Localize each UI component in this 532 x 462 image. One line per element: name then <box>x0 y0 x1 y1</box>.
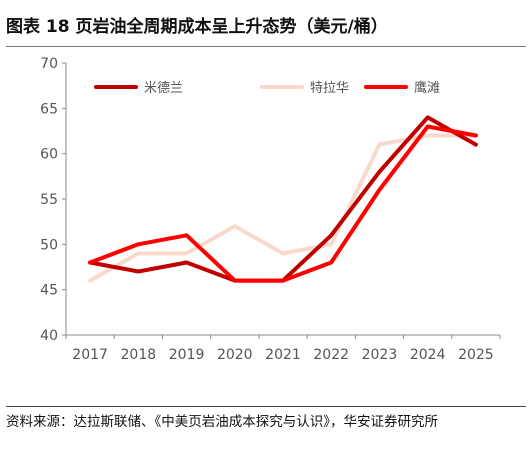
figure-source: 资料来源：达拉斯联储、《中美页岩油成本探究与认识》，华安证券研究所 <box>6 414 438 430</box>
y-tick-label: 65 <box>40 101 58 117</box>
figure-title: 图表 18 页岩油全周期成本呈上升态势（美元/桶） <box>6 17 388 37</box>
y-tick-label: 50 <box>40 237 58 253</box>
figure-header: 图表 18 页岩油全周期成本呈上升态势（美元/桶） <box>6 6 526 47</box>
footer-divider <box>6 406 526 407</box>
x-tick-label: 2024 <box>410 347 446 363</box>
x-tick-label: 2017 <box>72 347 108 363</box>
y-tick-label: 40 <box>40 328 58 344</box>
x-tick-label: 2018 <box>121 347 157 363</box>
line-chart: 40 45 50 55 60 65 70 2017 2018 2019 2020 2021 2022 20… <box>40 56 501 363</box>
x-tick-label: 2023 <box>362 347 398 363</box>
x-tick-label: 2025 <box>458 347 494 363</box>
x-tick-label: 2021 <box>265 347 301 363</box>
y-tick-label: 70 <box>40 56 58 72</box>
series-layer <box>88 115 478 283</box>
y-tick-label: 60 <box>40 147 58 163</box>
chart-legend: 米德兰 特拉华 鹰滩 <box>94 80 440 96</box>
legend-label: 特拉华 <box>310 81 349 96</box>
x-tick-label: 2019 <box>169 347 205 363</box>
y-tick-label: 45 <box>40 283 58 299</box>
series-line-2 <box>88 124 478 283</box>
x-tick-label: 2022 <box>313 347 349 363</box>
legend-label: 米德兰 <box>144 81 183 96</box>
x-tick-label: 2020 <box>217 347 253 363</box>
chart-axes: 40 45 50 55 60 65 70 2017 2018 2019 2020 2021 2022 20… <box>40 56 501 363</box>
legend-label: 鹰滩 <box>414 80 440 96</box>
title-divider <box>6 46 526 47</box>
series-line-1 <box>88 133 478 283</box>
y-tick-label: 55 <box>40 192 58 208</box>
